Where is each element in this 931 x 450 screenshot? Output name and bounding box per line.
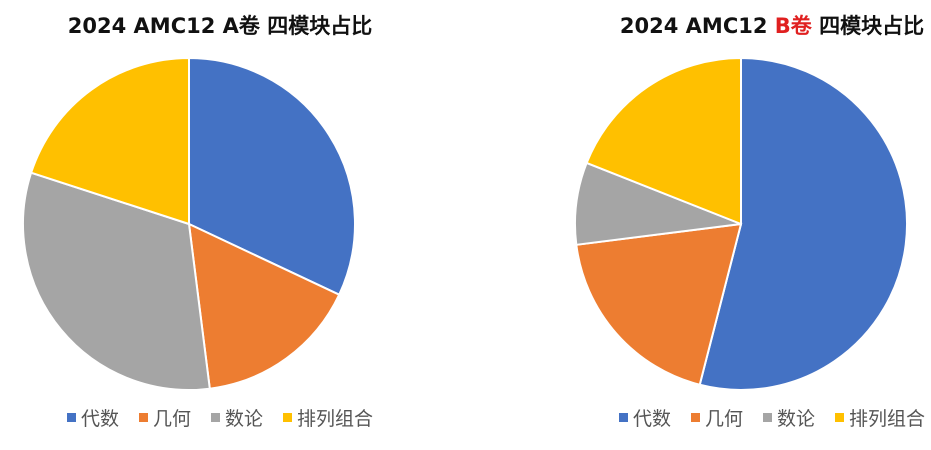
- pie-slice-0: [188, 57, 356, 297]
- legend-item: 数论: [763, 404, 815, 431]
- legend-item: 排列组合: [283, 404, 373, 431]
- legend-label: 数论: [225, 408, 264, 430]
- title-suffix: 四模块占比: [811, 14, 925, 38]
- pie-chart-b: 2024 AMC12 B卷 四模块占比 代数 几何 数论 排列组合: [552, 0, 931, 450]
- pie-slice-2: [21, 171, 211, 391]
- title-suffix: 四模块占比: [259, 14, 373, 38]
- legend-label: 排列组合: [849, 408, 926, 430]
- legend-item: 代数: [66, 404, 119, 431]
- pie-chart-a: 2024 AMC12 A卷 四模块占比 代数 几何 数论 排列组合: [0, 0, 440, 450]
- pie-slice-3: [585, 57, 742, 226]
- pie-slice-0: [698, 57, 908, 391]
- legend-label: 几何: [152, 408, 191, 430]
- legend-swatch-icon: [66, 413, 76, 422]
- legend-swatch-icon: [835, 413, 845, 422]
- title-accent: B卷: [774, 14, 812, 38]
- legend-label: 代数: [80, 408, 119, 430]
- legend-item: 代数: [618, 404, 671, 431]
- pie-plot: [574, 57, 908, 391]
- legend-swatch-icon: [763, 413, 772, 422]
- legend-item: 数论: [211, 404, 263, 431]
- legend: 代数 几何 数论 排列组合: [0, 404, 440, 431]
- title-prefix: 2024 AMC12: [619, 14, 775, 38]
- legend-item: 几何: [138, 404, 191, 431]
- legend-swatch-icon: [138, 413, 148, 422]
- legend: 代数 几何 数论 排列组合: [552, 404, 931, 431]
- title-accent: A卷: [222, 14, 260, 38]
- legend-label: 几何: [704, 408, 743, 430]
- pie-slice-1: [575, 222, 743, 386]
- pie-slice-1: [187, 222, 341, 390]
- chart-title: 2024 AMC12 A卷 四模块占比: [0, 10, 440, 40]
- legend-item: 排列组合: [835, 404, 925, 431]
- legend-label: 代数: [632, 408, 671, 430]
- title-prefix: 2024 AMC12: [67, 14, 223, 38]
- legend-swatch-icon: [618, 413, 628, 422]
- pie-slice-3: [29, 57, 190, 226]
- pie-plot: [21, 57, 356, 391]
- legend-label: 排列组合: [297, 408, 374, 430]
- legend-label: 数论: [777, 408, 816, 430]
- legend-swatch-icon: [283, 413, 293, 422]
- legend-item: 几何: [690, 404, 743, 431]
- legend-swatch-icon: [211, 413, 220, 422]
- legend-swatch-icon: [690, 413, 700, 422]
- chart-title: 2024 AMC12 B卷 四模块占比: [552, 10, 931, 40]
